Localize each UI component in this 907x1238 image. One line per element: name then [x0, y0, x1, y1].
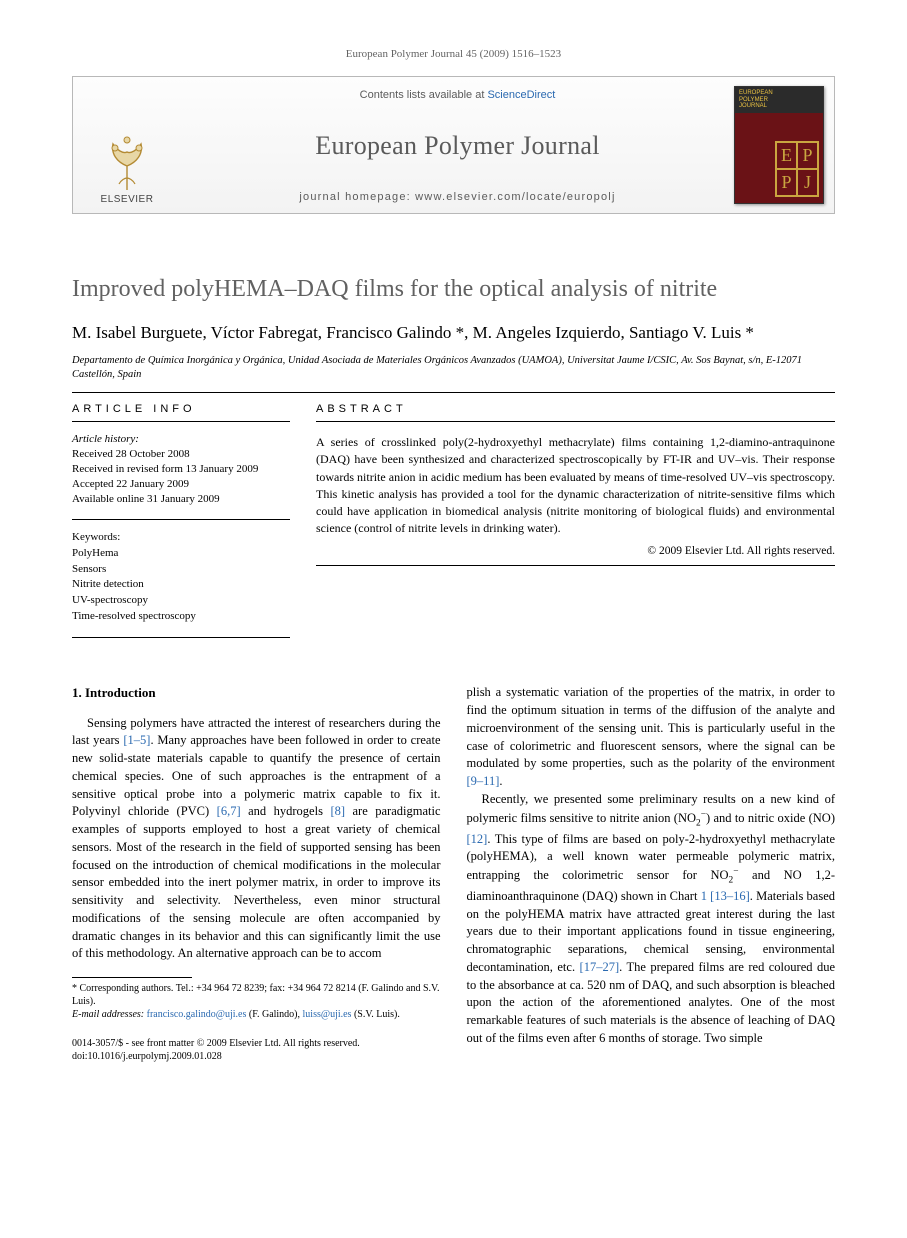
corresponding-note: * Corresponding authors. Tel.: +34 964 7…	[72, 982, 441, 1008]
sciencedirect-link[interactable]: ScienceDirect	[487, 89, 555, 101]
running-head: European Polymer Journal 45 (2009) 1516–…	[72, 48, 835, 60]
keyword: PolyHema	[72, 546, 290, 562]
keyword: Sensors	[72, 562, 290, 578]
banner-right: EUROPEAN POLYMER JOURNAL E P P J	[734, 77, 834, 213]
text-run: and hydrogels	[241, 804, 331, 818]
footnotes: * Corresponding authors. Tel.: +34 964 7…	[72, 982, 441, 1021]
article-title: Improved polyHEMA–DAQ films for the opti…	[72, 274, 835, 304]
cover-title-2: POLYMER	[739, 97, 819, 104]
history-online: Available online 31 January 2009	[72, 492, 290, 507]
journal-homepage: journal homepage: www.elsevier.com/locat…	[299, 191, 615, 203]
journal-cover-thumb: EUROPEAN POLYMER JOURNAL E P P J	[734, 86, 824, 204]
divider	[316, 565, 835, 566]
keyword: Time-resolved spectroscopy	[72, 609, 290, 625]
cover-letter: J	[797, 169, 818, 196]
email-link[interactable]: francisco.galindo@uji.es	[147, 1009, 247, 1020]
front-matter-line: 0014-3057/$ - see front matter © 2009 El…	[72, 1037, 441, 1050]
cover-letter: E	[776, 142, 797, 169]
citation-link[interactable]: [9–11]	[467, 774, 500, 788]
keyword: UV-spectroscopy	[72, 593, 290, 609]
citation-link[interactable]: [1–5]	[123, 733, 150, 747]
text-run: ) and to nitric oxide (NO)	[706, 811, 835, 825]
history-accepted: Accepted 22 January 2009	[72, 477, 290, 492]
paragraph: Sensing polymers have attracted the inte…	[72, 715, 441, 964]
history-label: Article history:	[72, 432, 290, 447]
text-run: plish a systematic variation of the prop…	[467, 685, 836, 770]
cover-letter: P	[776, 169, 797, 196]
abstract-heading: ABSTRACT	[316, 393, 835, 422]
email-link[interactable]: luiss@uji.es	[303, 1009, 352, 1020]
paragraph: Recently, we presented some preliminary …	[467, 791, 836, 1048]
page-footer: 0014-3057/$ - see front matter © 2009 El…	[72, 1037, 441, 1063]
paragraph: plish a systematic variation of the prop…	[467, 684, 836, 791]
email-note: E-mail addresses: francisco.galindo@uji.…	[72, 1008, 441, 1021]
cover-title-block: EUROPEAN POLYMER JOURNAL	[735, 87, 823, 113]
chart-link[interactable]: 1	[701, 889, 707, 903]
email-label: E-mail addresses:	[72, 1009, 144, 1020]
cover-letter: P	[797, 142, 818, 169]
keywords-block: Keywords: PolyHema Sensors Nitrite detec…	[72, 520, 290, 626]
authors-line: M. Isabel Burguete, Víctor Fabregat, Fra…	[72, 322, 835, 344]
body-two-columns: 1. Introduction Sensing polymers have at…	[72, 684, 835, 1063]
article-history-block: Article history: Received 28 October 200…	[72, 422, 290, 506]
cover-title-1: EUROPEAN	[739, 90, 819, 97]
history-received: Received 28 October 2008	[72, 447, 290, 462]
history-revised: Received in revised form 13 January 2009	[72, 462, 290, 477]
banner-center: Contents lists available at ScienceDirec…	[181, 77, 734, 213]
elsevier-tree-icon	[97, 132, 157, 192]
section-heading: 1. Introduction	[72, 684, 441, 702]
subscript: 2	[729, 876, 734, 886]
elsevier-logo: ELSEVIER	[91, 113, 163, 205]
text-run: .	[499, 774, 502, 788]
citation-link[interactable]: [17–27]	[580, 960, 620, 974]
citation-link[interactable]: [13–16]	[710, 889, 750, 903]
contents-prefix: Contents lists available at	[360, 89, 488, 101]
citation-link[interactable]: [12]	[467, 832, 488, 846]
text-run: (F. Galindo),	[246, 1009, 302, 1020]
citation-link[interactable]: [6,7]	[217, 804, 241, 818]
text-run: are paradigmatic examples of supports em…	[72, 804, 441, 960]
banner-left: ELSEVIER	[73, 77, 181, 213]
doi-line: doi:10.1016/j.eurpolymj.2009.01.028	[72, 1050, 441, 1063]
elsevier-wordmark: ELSEVIER	[101, 194, 154, 205]
affiliation: Departamento de Química Inorgánica y Org…	[72, 354, 835, 382]
citation-link[interactable]: [8]	[330, 804, 345, 818]
keywords-label: Keywords:	[72, 530, 290, 546]
article-info-col: ARTICLE INFO Article history: Received 2…	[72, 393, 290, 638]
keyword: Nitrite detection	[72, 577, 290, 593]
info-abstract-row: ARTICLE INFO Article history: Received 2…	[72, 393, 835, 638]
divider	[72, 637, 290, 638]
journal-name: European Polymer Journal	[315, 131, 599, 161]
abstract-col: ABSTRACT A series of crosslinked poly(2-…	[316, 393, 835, 638]
cover-title-3: JOURNAL	[739, 103, 819, 110]
footnote-divider	[72, 977, 192, 978]
abstract-copyright: © 2009 Elsevier Ltd. All rights reserved…	[316, 545, 835, 565]
contents-available-line: Contents lists available at ScienceDirec…	[360, 89, 556, 101]
text-run: (S.V. Luis).	[351, 1009, 399, 1020]
article-info-heading: ARTICLE INFO	[72, 393, 290, 422]
cover-monogram: E P P J	[775, 141, 819, 197]
journal-banner: ELSEVIER Contents lists available at Sci…	[72, 76, 835, 214]
abstract-text: A series of crosslinked poly(2-hydroxyet…	[316, 422, 835, 544]
